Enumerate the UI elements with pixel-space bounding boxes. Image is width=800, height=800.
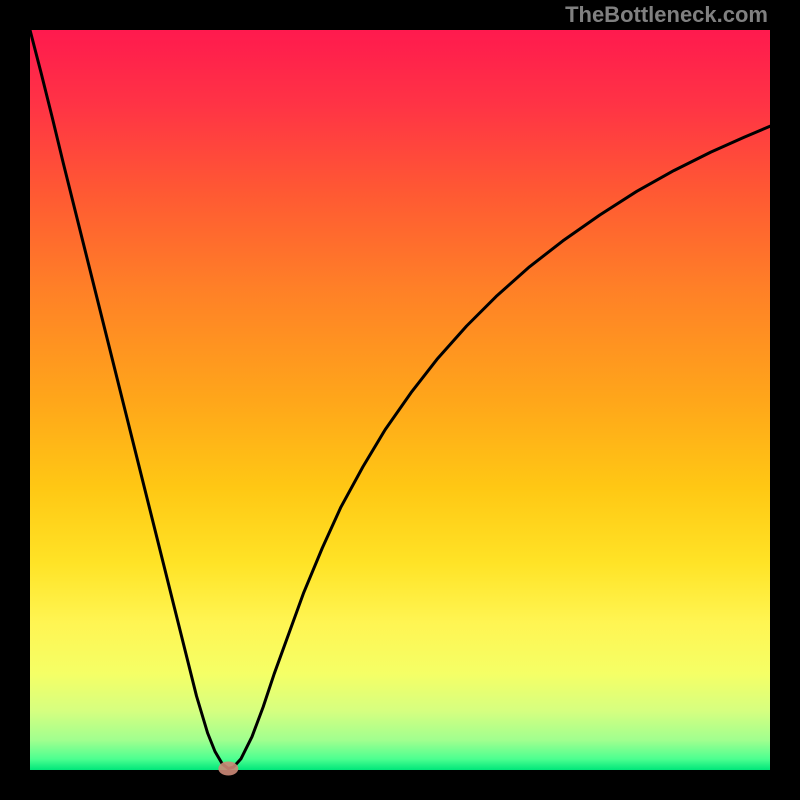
plot-background xyxy=(30,30,770,770)
marker-dot xyxy=(218,762,238,776)
chart-svg xyxy=(0,0,800,800)
chart-container: TheBottleneck.com xyxy=(0,0,800,800)
watermark: TheBottleneck.com xyxy=(565,2,768,28)
